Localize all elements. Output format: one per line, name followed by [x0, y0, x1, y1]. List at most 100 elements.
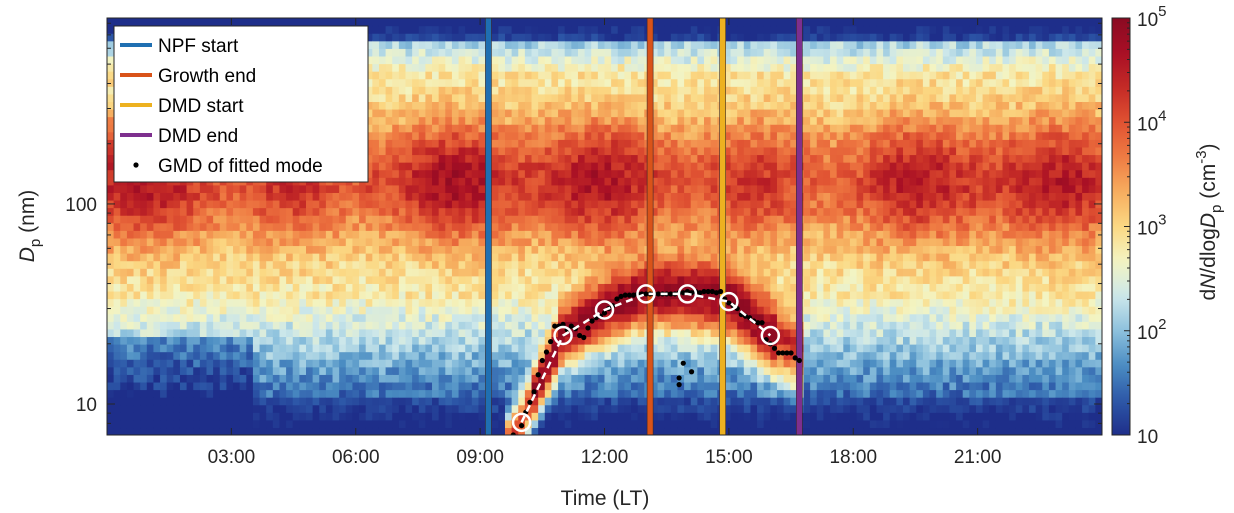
heatmap-cell: [677, 63, 685, 72]
heatmap-cell: [266, 290, 274, 300]
heatmap-cell: [272, 397, 281, 406]
heatmap-cell: [193, 230, 201, 239]
heatmap-cell: [412, 71, 420, 80]
heatmap-cell: [617, 154, 625, 163]
heatmap-cell: [126, 351, 135, 360]
heatmap-cell: [584, 78, 592, 87]
heatmap-cell: [246, 207, 254, 216]
heatmap-cell: [518, 351, 526, 360]
heatmap-cell: [206, 298, 214, 307]
heatmap-cell: [292, 412, 300, 421]
heatmap-cell: [465, 215, 473, 224]
heatmap-cell: [319, 283, 327, 292]
heatmap-cell: [412, 260, 420, 269]
heatmap-cell: [650, 86, 659, 95]
heatmap-cell: [650, 48, 659, 57]
heatmap-cell: [352, 419, 360, 429]
heatmap-cell: [405, 237, 413, 247]
heatmap-cell: [107, 124, 115, 133]
heatmap-cell: [133, 298, 141, 307]
heatmap-cell: [451, 199, 460, 209]
heatmap-cell: [511, 131, 519, 140]
heatmap-cell: [558, 162, 566, 171]
heatmap-cell: [372, 154, 380, 163]
heatmap-cell: [597, 427, 606, 435]
heatmap-cell: [385, 18, 393, 27]
heatmap-cell: [677, 55, 685, 65]
heatmap-cell: [325, 313, 334, 322]
heatmap-cell: [664, 146, 672, 156]
heatmap-cell: [239, 306, 247, 315]
heatmap-cell: [146, 321, 155, 330]
heatmap-cell: [617, 230, 625, 239]
heatmap-cell: [325, 222, 334, 231]
heatmap-cell: [120, 268, 128, 277]
heatmap-cell: [478, 328, 486, 338]
heatmap-cell: [107, 33, 115, 42]
heatmap-cell: [624, 389, 632, 398]
heatmap-cell: [233, 344, 241, 353]
heatmap-cell: [465, 199, 473, 209]
heatmap-cell: [160, 298, 168, 307]
heatmap-cell: [345, 268, 354, 277]
heatmap-cell: [266, 215, 274, 224]
heatmap-cell: [425, 253, 433, 262]
heatmap-cell: [186, 351, 194, 360]
heatmap-cell: [292, 230, 300, 239]
heatmap-cell: [199, 381, 208, 391]
heatmap-cell: [577, 290, 586, 300]
heatmap-cell: [412, 108, 420, 118]
heatmap-cell: [398, 419, 407, 429]
heatmap-cell: [518, 146, 526, 156]
heatmap-cell: [577, 359, 586, 368]
heatmap-cell: [505, 404, 513, 413]
heatmap-cell: [299, 344, 307, 353]
heatmap-cell: [438, 63, 446, 72]
heatmap-cell: [392, 169, 400, 178]
heatmap-cell: [418, 139, 426, 148]
heatmap-cell: [272, 207, 281, 216]
heatmap-cell: [657, 93, 665, 102]
heatmap-cell: [438, 230, 446, 239]
heatmap-cell: [418, 63, 426, 72]
heatmap-cell: [631, 268, 639, 277]
heatmap-cell: [571, 389, 579, 398]
heatmap-cell: [577, 207, 586, 216]
heatmap-cell: [239, 245, 247, 254]
heatmap-cell: [558, 93, 566, 102]
heatmap-cell: [405, 78, 413, 87]
heatmap-cell: [445, 245, 453, 254]
heatmap-cell: [471, 389, 480, 398]
heatmap-cell: [491, 48, 499, 57]
heatmap-cell: [365, 397, 373, 406]
heatmap-cell: [405, 381, 413, 391]
heatmap-cell: [226, 192, 234, 201]
heatmap-cell: [107, 108, 115, 118]
heatmap-cell: [378, 25, 387, 34]
heatmap-cell: [518, 63, 526, 72]
heatmap-cell: [385, 253, 393, 262]
heatmap-cell: [617, 199, 625, 209]
heatmap-cell: [451, 93, 460, 102]
heatmap-cell: [531, 55, 539, 65]
heatmap-cell: [571, 184, 579, 193]
heatmap-cell: [133, 207, 141, 216]
heatmap-cell: [518, 116, 526, 125]
heatmap-cell: [551, 359, 559, 368]
heatmap-cell: [478, 260, 486, 269]
heatmap-cell: [392, 245, 400, 254]
heatmap-cell: [359, 184, 367, 193]
heatmap-cell: [432, 260, 440, 269]
heatmap-cell: [352, 404, 360, 413]
heatmap-cell: [511, 215, 519, 224]
heatmap-cell: [491, 366, 499, 375]
heatmap-cell: [372, 40, 380, 49]
heatmap-cell: [571, 268, 579, 277]
heatmap-cell: [637, 55, 645, 65]
heatmap-cell: [571, 404, 579, 413]
heatmap-cell: [571, 101, 579, 110]
heatmap-cell: [465, 93, 473, 102]
heatmap-cell: [365, 154, 373, 163]
heatmap-cell: [432, 86, 440, 95]
heatmap-cell: [120, 374, 128, 383]
